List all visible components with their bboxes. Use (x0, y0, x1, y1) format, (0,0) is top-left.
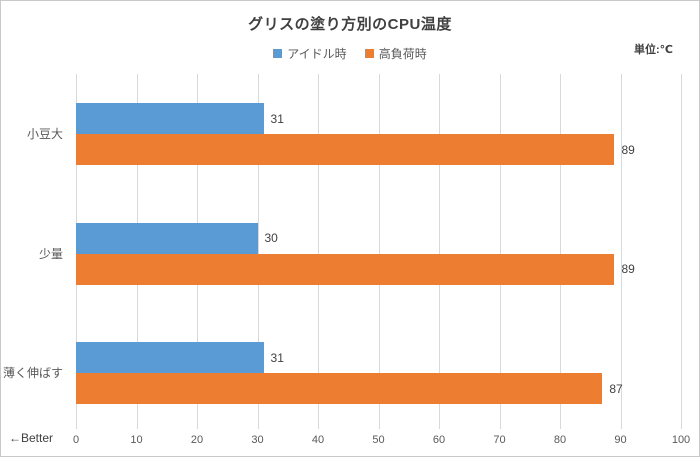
x-tick-label: 20 (190, 434, 204, 446)
legend-swatch-load-icon (364, 49, 374, 58)
x-tick-label: 90 (614, 434, 627, 446)
legend-label-idle: アイドル時 (287, 47, 347, 61)
unit-label: 単位:℃ (634, 44, 673, 56)
bar-idle (76, 342, 264, 373)
x-tick-label: 10 (130, 434, 143, 446)
value-label: 31 (270, 111, 284, 126)
category-label: 少量 (38, 246, 63, 261)
bar-idle (76, 103, 264, 134)
gridline (681, 74, 682, 429)
value-label: 30 (264, 231, 278, 245)
better-label: ←Better (9, 431, 54, 445)
x-tick-label: 100 (671, 434, 691, 446)
x-tick-label: 80 (553, 434, 567, 446)
category-label: 薄く伸ばす (2, 366, 63, 380)
category-label: 小豆大 (26, 127, 63, 141)
x-tick-label: 40 (311, 434, 325, 446)
x-tick-label: 30 (251, 434, 264, 446)
value-label: 89 (621, 142, 635, 157)
legend-label-load: 高負荷時 (378, 47, 427, 61)
gridline (318, 74, 319, 429)
legend-swatch-idle-icon (273, 49, 283, 58)
gridline (378, 74, 380, 429)
gridline (439, 74, 440, 429)
bar-idle (76, 222, 258, 254)
bar-load (76, 373, 603, 404)
value-label: 87 (609, 381, 623, 396)
chart-title: グリスの塗り方別のCPU温度 (248, 16, 452, 33)
legend-item-load: 高負荷時 (364, 45, 427, 62)
gridline (620, 74, 622, 429)
gridline (560, 74, 561, 429)
value-label: 31 (270, 350, 284, 365)
legend: アイドル時 高負荷時 (1, 45, 699, 62)
gridline (499, 74, 501, 429)
bar-load (76, 134, 615, 165)
x-tick-label: 50 (372, 434, 385, 446)
x-tick-label: 60 (432, 434, 446, 446)
bar-load (76, 253, 615, 285)
x-tick-label: 0 (72, 434, 80, 446)
value-label: 89 (621, 262, 635, 276)
x-tick-label: 70 (493, 434, 506, 446)
legend-item-idle: アイドル時 (273, 45, 347, 62)
gridline (257, 74, 259, 429)
